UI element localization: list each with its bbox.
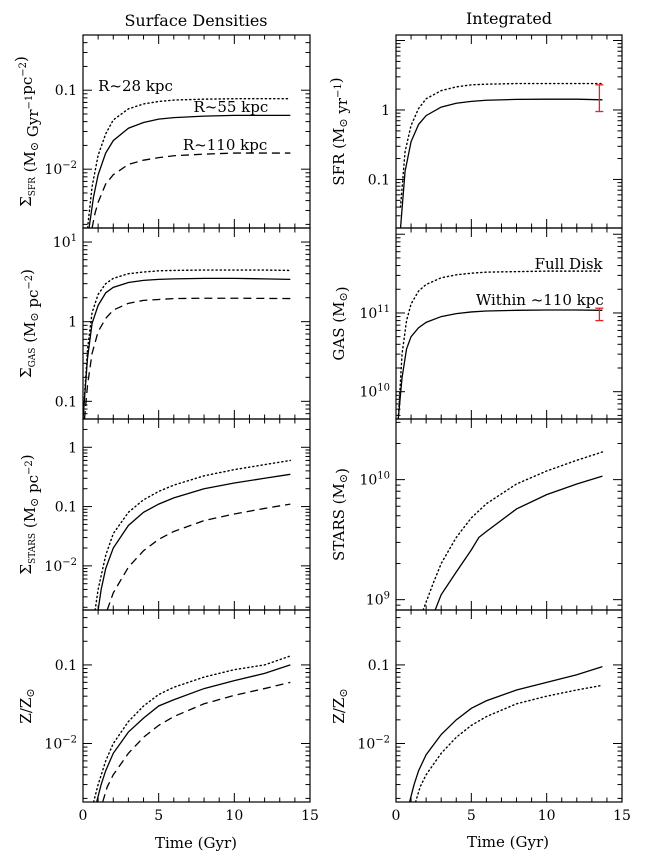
panel-int-z: 0 5 10 15 10−2 0.1 Z/Z⊙	[330, 609, 631, 824]
y-tick-label: 0.1	[55, 83, 77, 99]
y-tick-label: 0.1	[368, 172, 390, 188]
annotation-label: R~28 kpc	[98, 77, 173, 95]
series-line-solid	[83, 277, 291, 419]
panel-frame	[82, 609, 311, 803]
panel-sd-gas: 0.1 1 101 ΣGAS (M⊙ pc−2)	[17, 227, 311, 420]
y-tick-label: 1	[68, 315, 77, 331]
y-axis-label: GAS (M⊙)	[330, 286, 351, 360]
y-tick-label: 1010	[359, 383, 390, 401]
y-axis-label: ΣSFR (M⊙ Gyr−1pc−2)	[12, 56, 42, 207]
x-axis-title-left: Time (Gyr)	[155, 834, 237, 852]
y-tick-label: 1010	[359, 471, 390, 489]
y-tick-label: 0.1	[368, 658, 390, 674]
y-tick-label: 10−2	[357, 734, 390, 752]
series-line-dotted	[86, 98, 292, 228]
y-axis-label: Z/Z⊙	[330, 688, 350, 723]
error-bar	[595, 84, 604, 113]
series-line-dashed	[106, 503, 291, 610]
panel-sd-stars: 10−2 0.1 1 ΣSTARS (M⊙ pc−2)	[17, 418, 311, 611]
panel-grid: 10−2 0.1 ΣSFR (M⊙ Gyr−1pc−2) R~28 kpc R~55 k…	[12, 34, 631, 824]
y-tick-label: 1011	[359, 304, 390, 322]
y-axis-label: Z/Z⊙	[17, 688, 37, 723]
series-line-dotted	[422, 451, 604, 610]
column-title-integrated: Integrated	[466, 9, 552, 28]
x-tick-label: 0	[392, 808, 401, 824]
annotation-label: R~110 kpc	[183, 136, 267, 154]
y-tick-label: 10−2	[44, 734, 77, 752]
x-axis-title-right: Time (Gyr)	[467, 833, 549, 851]
series-line-solid	[97, 473, 291, 610]
y-axis-label: ΣGAS (M⊙ pc−2)	[17, 269, 42, 378]
error-bar	[595, 307, 604, 322]
annotation-label: Full Disk	[535, 255, 604, 273]
x-tick-label: 15	[613, 808, 631, 824]
y-tick-label: 1	[381, 103, 390, 119]
panel-sd-sfr: 10−2 0.1 ΣSFR (M⊙ Gyr−1pc−2) R~28 kpc R~55 k…	[12, 34, 311, 229]
x-tick-label: 10	[225, 808, 243, 824]
panel-int-sfr: 0.1 1 SFR (M⊙ yr−1)	[327, 34, 623, 229]
y-tick-label: 109	[366, 591, 390, 609]
series-line-dotted	[83, 269, 292, 419]
series-line-solid	[434, 475, 603, 610]
y-tick-label: 101	[53, 233, 77, 251]
y-tick-label: 10−2	[44, 160, 77, 178]
panel-frame	[82, 418, 311, 611]
y-axis-label: ΣSTARS (M⊙ pc−2)	[17, 454, 42, 574]
series-line-solid	[399, 98, 603, 228]
series-line-dashed	[83, 297, 291, 419]
panel-sd-z: 0 5 10 15 10−2 0.1 Z/Z⊙	[17, 609, 319, 824]
y-tick-label: 1	[68, 440, 77, 456]
series-line-dotted	[399, 82, 604, 208]
series-line-dotted	[397, 270, 604, 419]
panel-frame	[395, 609, 623, 803]
y-axis-label: STARS (M⊙)	[330, 468, 351, 561]
series-line-solid	[397, 309, 603, 419]
annotation-label: R~55 kpc	[193, 98, 268, 116]
annotation-label: Within ~110 kpc	[476, 291, 604, 309]
x-tick-label: 5	[154, 808, 163, 824]
series-line-dotted	[92, 655, 292, 802]
y-tick-label: 0.1	[55, 658, 77, 674]
panel-frame	[395, 34, 623, 229]
y-tick-label: 10−2	[44, 557, 77, 575]
series-line-solid	[95, 664, 291, 802]
y-axis-label: SFR (M⊙ yr−1)	[327, 77, 351, 185]
x-tick-label: 10	[538, 808, 556, 824]
y-tick-label: 0.1	[55, 394, 77, 410]
series-line-dashed	[91, 152, 291, 228]
series-line-solid	[88, 114, 291, 228]
x-tick-label: 0	[79, 808, 88, 824]
panel-frame	[82, 227, 311, 420]
panel-int-gas: 1010 1011 GAS (M⊙) Full Disk Within ~110 kpc	[330, 227, 623, 420]
panel-int-stars: 109 1010 STARS (M⊙)	[330, 418, 623, 611]
x-tick-label: 15	[301, 808, 319, 824]
series-line-dotted	[94, 459, 292, 610]
series-line-dashed	[102, 681, 291, 802]
column-title-surface-densities: Surface Densities	[124, 11, 267, 30]
x-tick-label: 5	[467, 808, 476, 824]
series-line-solid	[408, 666, 603, 802]
series-line-dotted	[414, 684, 604, 802]
panel-frame	[82, 34, 311, 229]
y-tick-label: 0.1	[55, 500, 77, 516]
